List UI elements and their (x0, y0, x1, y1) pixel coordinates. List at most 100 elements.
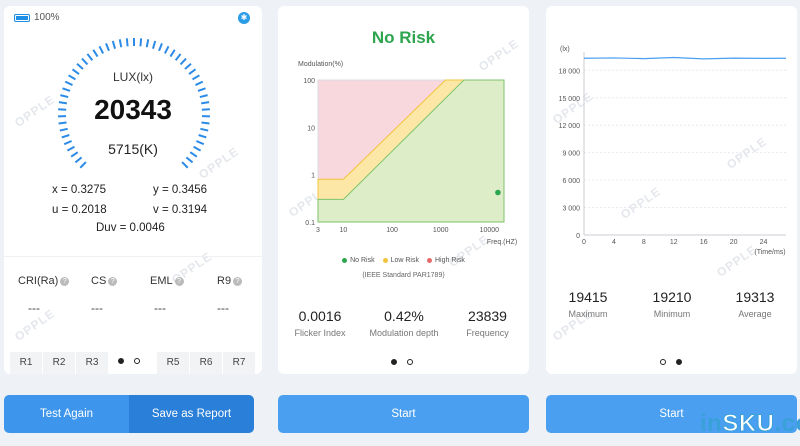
gauge-tick (145, 39, 150, 48)
gauge-tick (63, 140, 72, 146)
legend-high-risk: High Risk (426, 257, 465, 264)
chroma-v: v = 0.3194 (153, 204, 208, 216)
gauge-tick (201, 108, 210, 111)
eml-label[interactable]: EML? (150, 275, 184, 287)
minimum-value: 19210 (652, 289, 692, 305)
gauge-tick (68, 74, 76, 81)
gauge-tick (79, 161, 87, 169)
y-tick-label: 0 (576, 233, 580, 240)
frequency-value: 23839 (468, 308, 507, 324)
x-tick-label: 24 (760, 239, 768, 246)
page-dot-active[interactable] (391, 359, 397, 365)
status-bar: 100% (14, 12, 60, 23)
gauge-tick (81, 57, 89, 66)
help-icon[interactable]: ? (233, 276, 243, 286)
bluetooth-icon[interactable]: ✱ (238, 12, 250, 24)
cri-value: --- (28, 301, 40, 315)
cri-label[interactable]: CRI(Ra)? (18, 275, 70, 287)
flicker-action-bar: Start (278, 395, 529, 433)
modulation-depth-value: 0.42% (384, 308, 424, 324)
gauge-tick (179, 57, 187, 66)
page-dot[interactable] (134, 358, 140, 364)
gauge-tick (139, 38, 143, 47)
help-icon[interactable]: ? (60, 276, 70, 286)
gauge-tick (174, 53, 182, 61)
gauge-tick (169, 49, 176, 58)
x-tick-label: 20 (730, 239, 738, 246)
x-tick-label: 8 (642, 239, 646, 246)
lux-label: LUX(lx) (112, 70, 153, 84)
cct-value: 5715(K) (108, 141, 158, 157)
y-axis-label: Modulation(%) (298, 61, 344, 68)
gauge-tick (197, 87, 206, 92)
x-axis-label: (Time/ms) (754, 249, 785, 256)
tab-r3[interactable]: R3 (76, 352, 109, 374)
gauge-tick (58, 101, 67, 105)
light-meter-panel: OPPLE OPPLE OPPLE OPPLE 100% ✱ LUX(lx) 2… (4, 6, 262, 374)
save-report-button[interactable]: Save as Report (129, 395, 254, 433)
gauge-tick (200, 127, 209, 132)
gauge-tick (189, 151, 198, 158)
gauge-tick (188, 68, 197, 75)
waveform-panel: OPPLE OPPLE OPPLE OPPLE OPPLE (lx) 18 000… (546, 6, 797, 374)
gauge-tick (125, 38, 129, 47)
gauge-tick (193, 145, 202, 152)
gauge-tick (64, 80, 73, 86)
chroma-x: x = 0.3275 (52, 184, 107, 196)
lux-value: 20343 (94, 94, 172, 125)
x-tick-label: 4 (612, 239, 616, 246)
y-tick-label: 12 000 (559, 123, 581, 130)
r9-label[interactable]: R9? (217, 275, 243, 287)
page-dot-active[interactable] (118, 358, 124, 364)
gauge-tick (118, 39, 123, 48)
x-tick-label: 0 (582, 239, 586, 246)
tab-r6[interactable]: R6 (190, 352, 223, 374)
gauge-tick (185, 156, 194, 164)
color-rendering-tabs: R1 R2 R3 R5 R6 R7 (10, 352, 256, 374)
gauge-tick (199, 94, 208, 99)
start-button[interactable]: Start (546, 395, 797, 433)
divider (4, 256, 262, 257)
y-tick-label: 1 (311, 173, 315, 180)
gauge-tick (59, 127, 68, 132)
test-again-button[interactable]: Test Again (4, 395, 129, 433)
gauge-tick (105, 42, 110, 52)
page-indicator (118, 358, 140, 364)
gauge-tick (198, 134, 207, 139)
page-indicator (391, 359, 413, 365)
y-tick-label: 9 000 (562, 151, 580, 158)
gauge-tick (66, 145, 75, 152)
minimum-label: Minimum (653, 309, 691, 319)
cs-label[interactable]: CS? (91, 275, 118, 287)
help-icon[interactable]: ? (174, 276, 184, 286)
tab-r1[interactable]: R1 (10, 352, 43, 374)
gauge-tick (201, 101, 210, 105)
frequency-label: Frequency (466, 328, 509, 338)
tab-r7[interactable]: R7 (223, 352, 256, 374)
legend-low-risk: Low Risk (382, 257, 419, 264)
illuminance-series-line (583, 56, 787, 60)
page-indicator (660, 359, 682, 365)
average-label: Average (738, 309, 772, 319)
gauge-tick (86, 53, 94, 61)
standard-note: (IEEE Standard PAR1789) (362, 272, 445, 279)
page-dot-active[interactable] (676, 359, 682, 365)
tab-r2[interactable]: R2 (43, 352, 76, 374)
gauge-tick (195, 80, 204, 86)
gauge-tick (181, 161, 189, 169)
gauge-tick (163, 45, 170, 54)
start-button[interactable]: Start (278, 395, 529, 433)
gauge-tick (92, 49, 99, 58)
help-icon[interactable]: ? (108, 276, 118, 286)
page-dot[interactable] (407, 359, 413, 365)
y-tick-label: 3 000 (562, 206, 580, 213)
gauge-tick (196, 140, 205, 146)
gauge-tick (184, 62, 192, 70)
x-tick-label: 3 (316, 227, 320, 234)
action-bar: Test Again Save as Report (4, 395, 254, 433)
x-tick-label: 1000 (433, 227, 449, 234)
tab-r5[interactable]: R5 (157, 352, 190, 374)
duv-value: Duv = 0.0046 (96, 222, 165, 234)
y-tick-label: 100 (303, 78, 315, 85)
page-dot[interactable] (660, 359, 666, 365)
